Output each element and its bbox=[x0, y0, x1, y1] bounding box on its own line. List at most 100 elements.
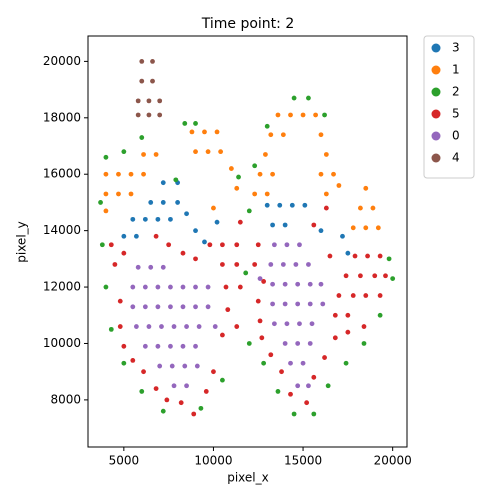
point bbox=[164, 397, 170, 403]
point bbox=[279, 369, 284, 375]
point bbox=[300, 112, 306, 118]
point bbox=[375, 225, 381, 231]
point bbox=[271, 242, 277, 248]
y-tick-label: 18000 bbox=[43, 110, 81, 124]
point bbox=[171, 383, 177, 389]
x-tick-label: 15000 bbox=[284, 454, 322, 468]
point bbox=[191, 411, 197, 417]
legend-marker bbox=[431, 153, 441, 163]
point bbox=[153, 233, 159, 239]
x-tick-label: 5000 bbox=[109, 454, 140, 468]
point bbox=[139, 78, 145, 84]
point bbox=[252, 163, 258, 169]
point bbox=[270, 171, 275, 177]
point bbox=[295, 383, 301, 389]
point bbox=[350, 293, 356, 298]
point bbox=[291, 95, 297, 101]
point bbox=[205, 284, 211, 290]
point bbox=[377, 293, 383, 298]
legend-frame bbox=[423, 35, 475, 179]
point bbox=[295, 301, 301, 307]
point bbox=[112, 262, 118, 267]
point bbox=[361, 324, 367, 329]
point bbox=[205, 304, 211, 310]
y-tick-label: 8000 bbox=[50, 392, 81, 406]
point bbox=[133, 324, 139, 329]
point bbox=[363, 185, 369, 191]
point bbox=[322, 112, 327, 118]
point bbox=[386, 256, 392, 262]
point bbox=[121, 360, 127, 366]
point bbox=[139, 58, 145, 64]
point bbox=[365, 253, 370, 259]
point bbox=[270, 301, 275, 307]
point bbox=[307, 341, 313, 346]
point bbox=[142, 304, 148, 310]
point bbox=[345, 312, 351, 318]
point bbox=[289, 202, 295, 208]
y-tick-label: 16000 bbox=[43, 167, 81, 181]
point bbox=[189, 129, 195, 135]
point bbox=[291, 411, 297, 417]
point bbox=[352, 253, 358, 259]
x-tick-label: 10000 bbox=[194, 454, 232, 468]
point bbox=[372, 273, 378, 279]
point bbox=[182, 363, 188, 369]
legend-label: 5 bbox=[452, 107, 460, 121]
point bbox=[205, 149, 211, 155]
point bbox=[142, 284, 148, 290]
point bbox=[159, 324, 164, 329]
chart-title: Time point: 2 bbox=[201, 16, 295, 32]
point bbox=[173, 177, 179, 183]
point bbox=[295, 281, 301, 287]
point bbox=[228, 166, 234, 171]
point bbox=[350, 225, 356, 231]
point bbox=[306, 262, 311, 267]
point bbox=[257, 276, 263, 281]
point bbox=[193, 343, 198, 349]
point bbox=[184, 324, 189, 329]
legend-label: 4 bbox=[452, 151, 460, 165]
point bbox=[168, 304, 173, 310]
legend-marker bbox=[431, 43, 441, 53]
y-tick-label: 12000 bbox=[43, 280, 81, 294]
point bbox=[311, 411, 317, 417]
point bbox=[297, 321, 302, 327]
point bbox=[117, 298, 123, 304]
point bbox=[318, 281, 324, 287]
point bbox=[142, 216, 148, 222]
point bbox=[130, 284, 136, 290]
point bbox=[306, 383, 311, 389]
point bbox=[178, 400, 184, 406]
point bbox=[166, 242, 172, 248]
point bbox=[180, 284, 186, 290]
point bbox=[103, 284, 109, 290]
point bbox=[193, 284, 198, 290]
point bbox=[323, 191, 329, 197]
point bbox=[103, 208, 109, 214]
point bbox=[182, 121, 188, 126]
point bbox=[214, 129, 220, 135]
point bbox=[141, 171, 146, 177]
point bbox=[261, 360, 267, 366]
point bbox=[108, 326, 114, 332]
point bbox=[168, 216, 173, 222]
point bbox=[128, 171, 134, 177]
legend: 3 1 2 5 0 4 bbox=[423, 35, 475, 179]
point bbox=[307, 281, 313, 287]
point bbox=[184, 383, 189, 389]
point bbox=[358, 273, 363, 279]
point bbox=[268, 132, 274, 138]
point bbox=[304, 400, 310, 406]
point bbox=[295, 341, 301, 346]
point bbox=[234, 185, 240, 191]
point bbox=[121, 250, 127, 256]
point bbox=[300, 360, 306, 366]
point bbox=[211, 369, 216, 375]
point bbox=[135, 264, 141, 270]
point bbox=[150, 78, 155, 84]
point bbox=[203, 389, 209, 394]
point bbox=[220, 242, 225, 248]
point bbox=[150, 58, 155, 64]
